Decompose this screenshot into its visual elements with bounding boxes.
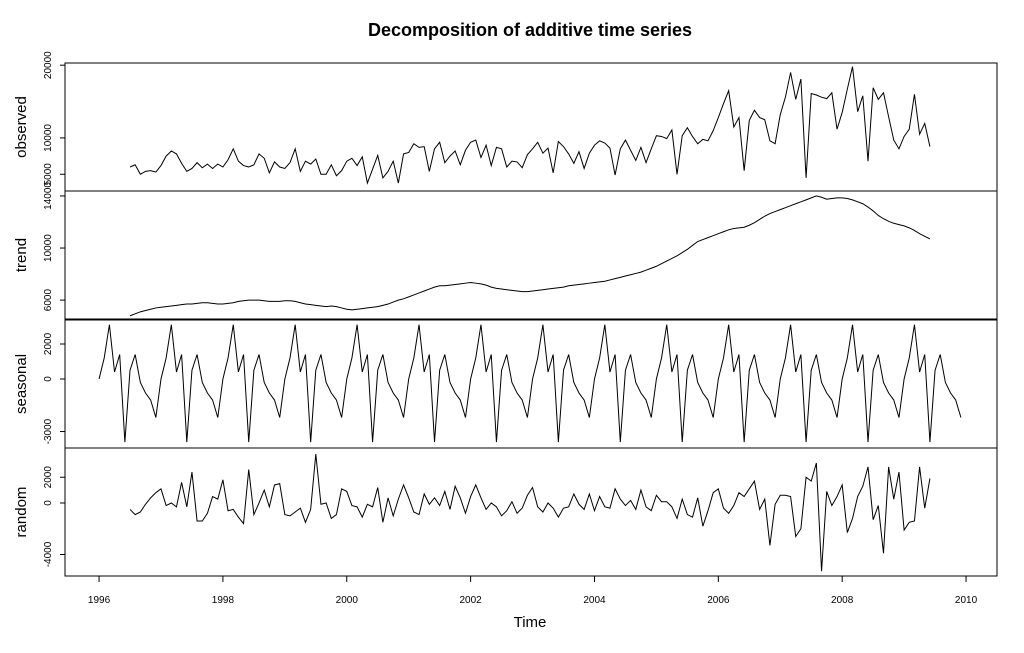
- y-tick-label: 10000: [43, 234, 54, 262]
- y-tick-label: 2000: [43, 466, 54, 489]
- x-tick-label: 2004: [583, 595, 606, 606]
- y-tick-label: -4000: [43, 541, 54, 567]
- series-line: [129, 453, 931, 572]
- x-tick-label: 2008: [831, 595, 854, 606]
- y-axis-title: seasonal: [13, 354, 30, 414]
- y-tick-label: 20000: [43, 51, 54, 79]
- series-line: [129, 195, 931, 317]
- panel-frame: [64, 190, 998, 320]
- y-axis-title: random: [13, 487, 30, 538]
- y-axis-title: observed: [13, 96, 30, 158]
- x-tick-label: 2000: [336, 595, 359, 606]
- y-tick-label: 0: [43, 376, 54, 382]
- x-tick-label: 2010: [955, 595, 978, 606]
- y-tick-label: 5000: [43, 163, 54, 186]
- x-axis-title: Time: [514, 614, 547, 631]
- series-line: [98, 324, 962, 443]
- y-tick-label: 0: [43, 500, 54, 506]
- series-line: [129, 66, 931, 185]
- panel-frame: [64, 447, 998, 577]
- y-tick-label: 14000: [43, 182, 54, 210]
- y-tick-label: 10000: [43, 124, 54, 152]
- chart-title: Decomposition of additive time series: [368, 20, 692, 40]
- x-tick-label: 1996: [88, 595, 111, 606]
- x-tick-label: 2002: [459, 595, 482, 606]
- y-tick-label: 6000: [43, 289, 54, 312]
- y-axis-title: trend: [13, 238, 30, 272]
- x-tick-label: 1998: [212, 595, 235, 606]
- y-tick-label: -3000: [43, 418, 54, 444]
- y-tick-label: 2000: [43, 332, 54, 355]
- x-tick-label: 2006: [707, 595, 730, 606]
